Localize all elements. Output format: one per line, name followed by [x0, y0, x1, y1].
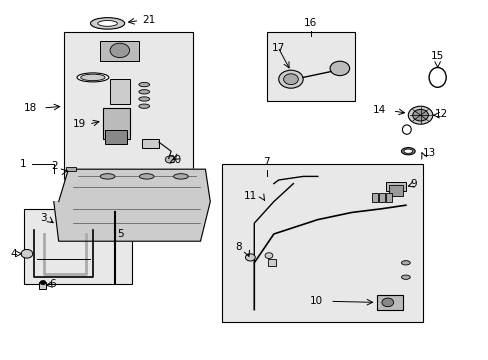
Bar [24, 209, 132, 284]
Text: 11: 11 [243, 191, 256, 201]
Ellipse shape [139, 174, 154, 179]
Text: 2: 2 [51, 161, 58, 171]
Ellipse shape [173, 174, 188, 179]
Ellipse shape [139, 90, 149, 94]
Circle shape [283, 74, 298, 85]
Text: 15: 15 [430, 51, 444, 61]
Circle shape [278, 70, 303, 88]
Ellipse shape [90, 18, 124, 29]
Ellipse shape [402, 125, 410, 134]
Bar [39, 282, 46, 289]
Text: 12: 12 [434, 109, 447, 120]
Text: 1: 1 [20, 159, 27, 169]
Bar [66, 167, 76, 171]
Ellipse shape [139, 104, 149, 108]
Ellipse shape [401, 148, 414, 155]
Text: 18: 18 [23, 103, 37, 113]
Bar [100, 41, 139, 61]
Text: 3: 3 [40, 213, 46, 223]
Bar [110, 79, 129, 104]
Circle shape [407, 106, 432, 124]
Polygon shape [54, 169, 210, 241]
Ellipse shape [403, 149, 412, 153]
Bar [63, 32, 193, 180]
Text: 4: 4 [10, 249, 17, 259]
Bar [386, 182, 405, 191]
Bar [386, 193, 391, 202]
Bar [102, 108, 129, 139]
Circle shape [21, 249, 33, 258]
Circle shape [165, 156, 175, 163]
Bar [371, 193, 377, 202]
Text: 7: 7 [263, 157, 269, 167]
Bar [105, 130, 126, 144]
Bar [376, 295, 403, 310]
Text: 13: 13 [422, 148, 435, 158]
Text: 9: 9 [410, 179, 417, 189]
Bar [388, 185, 403, 196]
Ellipse shape [139, 97, 149, 101]
Text: 17: 17 [271, 43, 284, 53]
Ellipse shape [98, 21, 117, 26]
Circle shape [329, 61, 349, 76]
Text: 16: 16 [303, 18, 317, 28]
Text: 10: 10 [309, 296, 322, 306]
Ellipse shape [77, 73, 108, 82]
Ellipse shape [401, 275, 409, 279]
Circle shape [245, 254, 255, 261]
Ellipse shape [401, 261, 409, 265]
Circle shape [264, 253, 272, 258]
Bar [266, 32, 354, 101]
Circle shape [381, 298, 393, 307]
Bar [267, 259, 275, 266]
Circle shape [412, 109, 427, 121]
Ellipse shape [428, 68, 446, 87]
Text: 21: 21 [142, 15, 155, 25]
Ellipse shape [100, 174, 115, 179]
Ellipse shape [81, 74, 105, 81]
Text: 20: 20 [168, 155, 182, 165]
Text: 8: 8 [235, 242, 242, 252]
Text: 19: 19 [72, 119, 85, 129]
Bar [222, 164, 422, 322]
Text: 14: 14 [372, 105, 386, 115]
Circle shape [110, 43, 129, 58]
Bar [142, 139, 159, 148]
Text: 5: 5 [117, 229, 124, 239]
Bar [378, 193, 384, 202]
Text: 6: 6 [49, 279, 56, 289]
Circle shape [40, 280, 46, 285]
Ellipse shape [139, 82, 149, 87]
